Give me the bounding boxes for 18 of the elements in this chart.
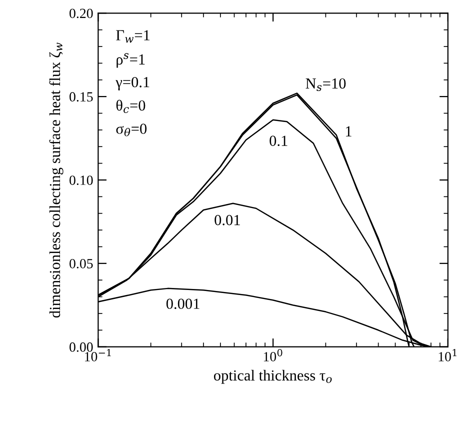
x-axis-title: optical thickness τ$_{o}$ (214, 370, 332, 384)
annotation: ρ$^{s}$=1 (116, 53, 145, 68)
y-tick-label: 0.15 (70, 92, 93, 102)
series-label: 0.001 (166, 298, 200, 309)
annotation: γ=0.1 (116, 76, 150, 90)
x-tick-label: 10$^{1}$ (438, 348, 456, 362)
y-tick-label: 0.05 (70, 258, 93, 268)
annotation: σ$_{θ}$=0 (116, 124, 147, 136)
y-axis-title: dimensionless collecting surface heat flux ζ$_{w}$ (49, 42, 64, 318)
series-label: N$_{s}$=10 (306, 78, 346, 92)
series-label: 0.1 (270, 136, 288, 146)
annotation: Γ$_{w}$=1 (116, 30, 150, 43)
series-label: 0.01 (214, 214, 240, 226)
y-tick-label: 0.10 (70, 176, 93, 186)
annotation: θ$_{c}$=0 (116, 100, 146, 114)
x-tick-label: 10$^{0}$ (264, 348, 282, 362)
series-label: 1 (346, 126, 352, 136)
y-tick-label: 0.20 (70, 8, 93, 18)
